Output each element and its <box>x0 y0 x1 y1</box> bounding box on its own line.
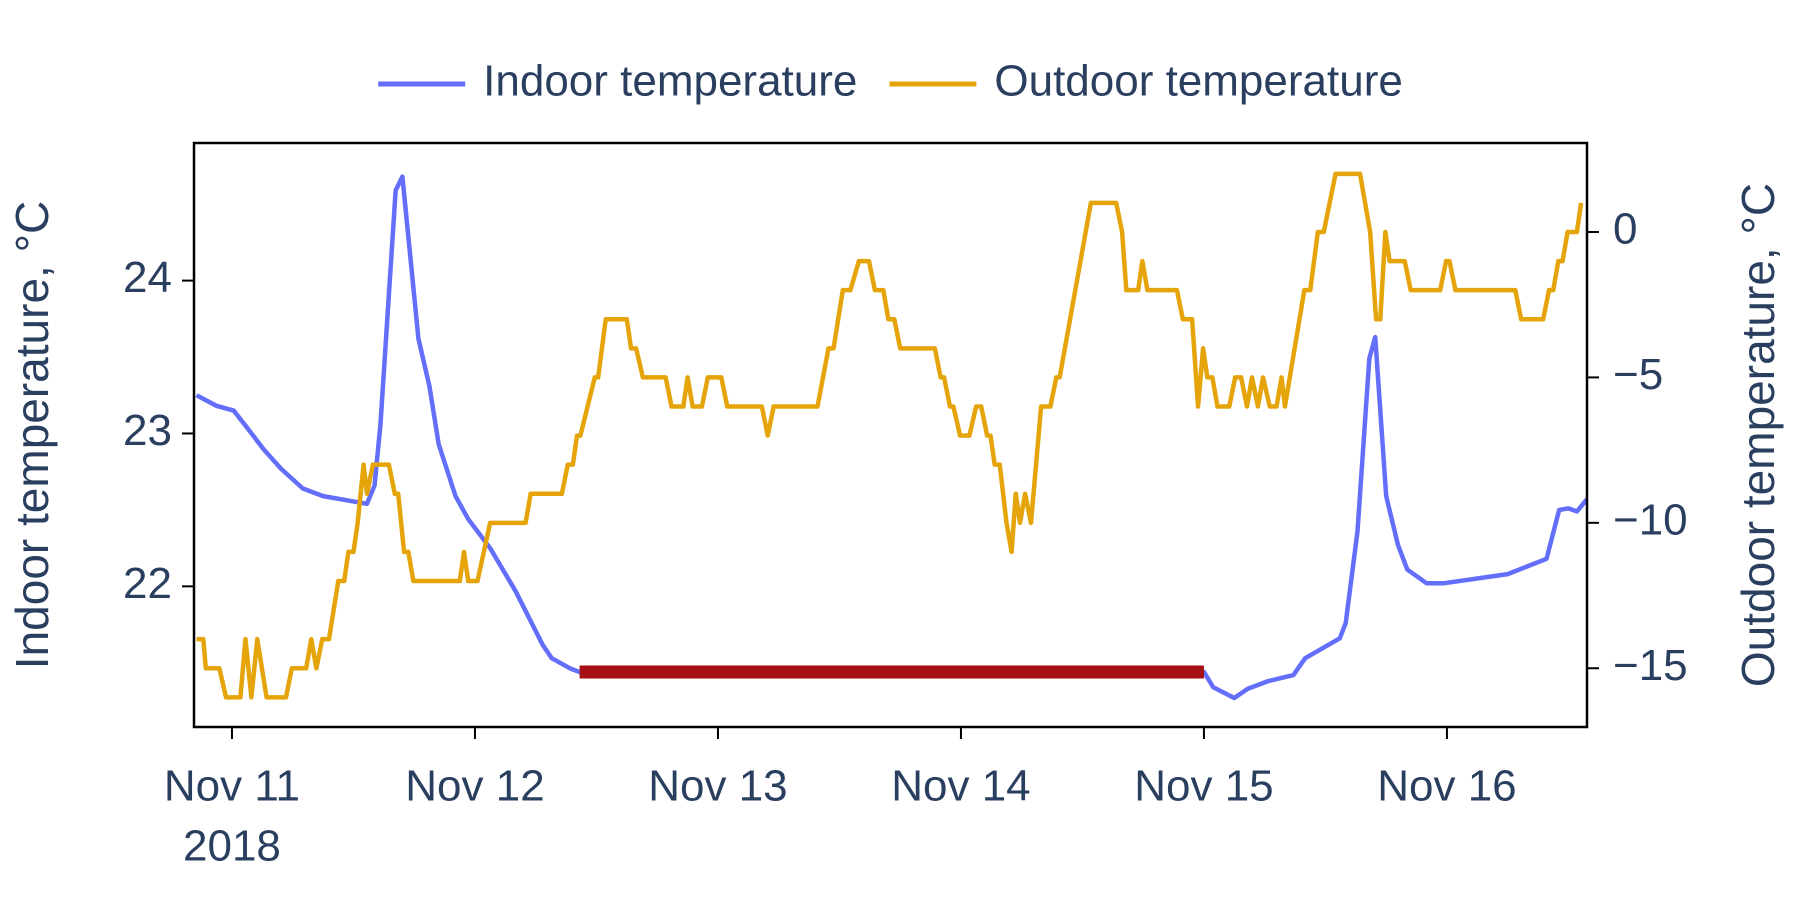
y2-tick-label: 0 <box>1613 205 1637 254</box>
y-tick-label: 22 <box>123 559 172 608</box>
x-tick-year: 2018 <box>183 822 281 871</box>
x-tick-label: Nov 11 <box>164 762 300 811</box>
x-tick-label: Nov 15 <box>1134 762 1273 811</box>
x-tick-label: Nov 14 <box>891 762 1030 811</box>
y2-tick-label: −5 <box>1613 350 1663 399</box>
x-tick-label: Nov 13 <box>648 762 787 811</box>
x-tick-label: Nov 12 <box>405 762 544 811</box>
legend-label: Indoor temperature <box>483 57 857 106</box>
y-axis-title: Indoor temperature, °C <box>6 201 58 669</box>
series-line <box>195 174 1589 701</box>
legend-label: Outdoor temperature <box>994 57 1402 106</box>
y2-axis-title: Outdoor temperature, °C <box>1732 183 1784 687</box>
plot-frame <box>192 141 1589 729</box>
y2-tick-label: −15 <box>1613 641 1688 690</box>
x-tick-label: Nov 16 <box>1377 762 1516 811</box>
series-line <box>196 171 1584 700</box>
y-tick-label: 24 <box>123 253 172 302</box>
y-tick-label: 23 <box>123 406 172 455</box>
y2-tick-label: −10 <box>1613 495 1688 544</box>
